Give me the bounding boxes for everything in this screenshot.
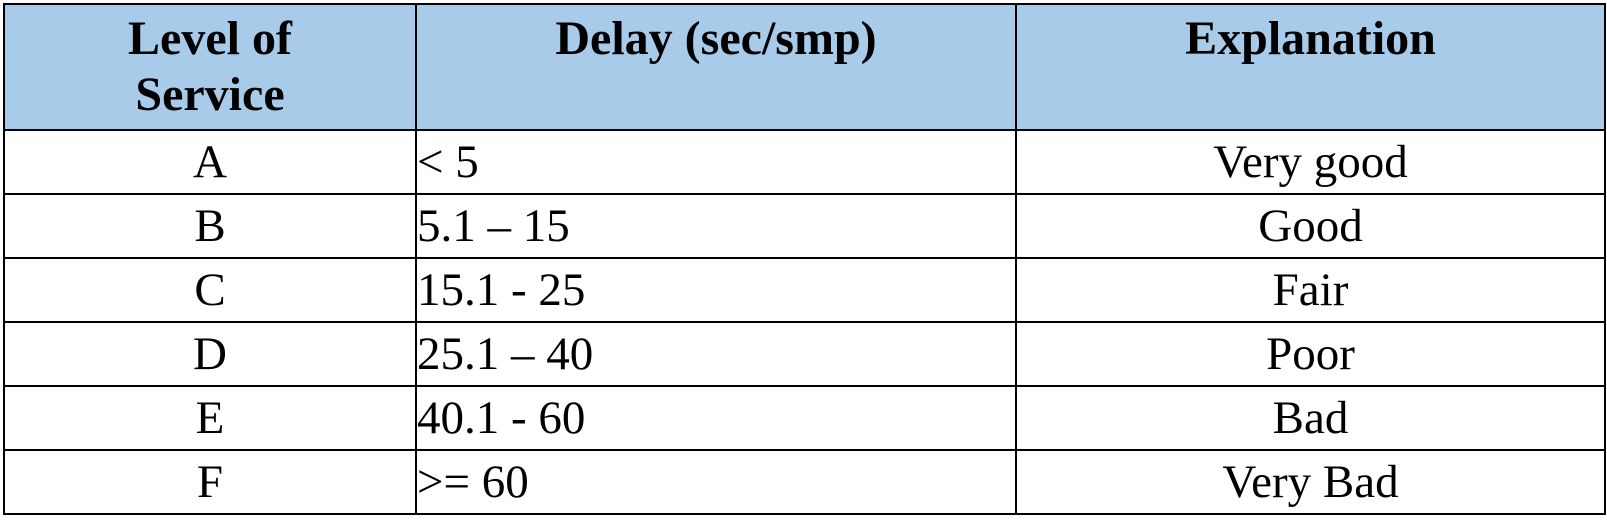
cell-explanation: Very good [1015, 129, 1606, 195]
cell-delay: 5.1 – 15 [415, 193, 1017, 259]
table-row: C 15.1 - 25 Fair [3, 257, 1606, 323]
header-delay: Delay (sec/smp) [415, 3, 1017, 131]
cell-level: E [3, 385, 417, 451]
cell-delay: 15.1 - 25 [415, 257, 1017, 323]
cell-level: A [3, 129, 417, 195]
cell-delay: >= 60 [415, 449, 1017, 515]
header-level-label: Level of Service [128, 12, 292, 121]
table-row: A < 5 Very good [3, 129, 1606, 195]
table-row: E 40.1 - 60 Bad [3, 385, 1606, 451]
header-explanation-label: Explanation [1185, 12, 1436, 65]
table-body: A < 5 Very good B 5.1 – 15 Good C 15.1 -… [3, 129, 1606, 515]
cell-explanation: Fair [1015, 257, 1606, 323]
header-row: Level of Service Delay (sec/smp) Explana… [3, 3, 1606, 131]
cell-delay: 40.1 - 60 [415, 385, 1017, 451]
table-row: F >= 60 Very Bad [3, 449, 1606, 515]
cell-explanation: Bad [1015, 385, 1606, 451]
table-row: D 25.1 – 40 Poor [3, 321, 1606, 387]
header-delay-label: Delay (sec/smp) [555, 12, 877, 65]
table-header: Level of Service Delay (sec/smp) Explana… [3, 3, 1606, 131]
cell-explanation: Poor [1015, 321, 1606, 387]
table-row: B 5.1 – 15 Good [3, 193, 1606, 259]
cell-explanation: Good [1015, 193, 1606, 259]
cell-level: C [3, 257, 417, 323]
cell-level: B [3, 193, 417, 259]
cell-delay: < 5 [415, 129, 1017, 195]
cell-level: D [3, 321, 417, 387]
header-level-of-service: Level of Service [3, 3, 417, 131]
cell-level: F [3, 449, 417, 515]
cell-delay: 25.1 – 40 [415, 321, 1017, 387]
header-explanation: Explanation [1015, 3, 1606, 131]
level-of-service-table: Level of Service Delay (sec/smp) Explana… [3, 3, 1606, 515]
cell-explanation: Very Bad [1015, 449, 1606, 515]
